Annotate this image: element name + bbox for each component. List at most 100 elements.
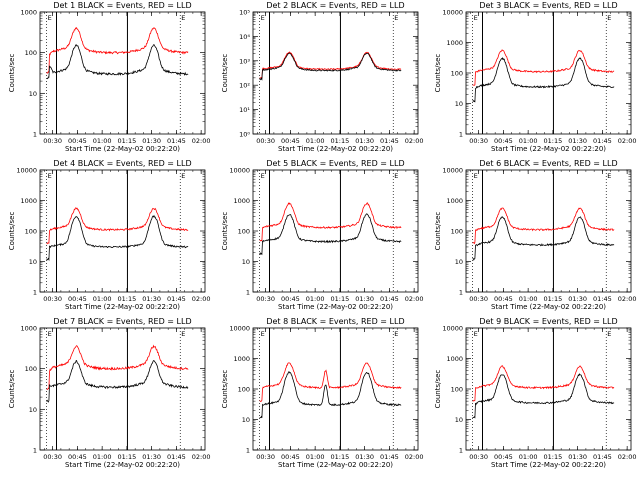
y-tick-label: 1000	[446, 197, 463, 205]
events-series-line	[259, 213, 402, 256]
x-tick-label: 00:45	[68, 137, 87, 145]
y-tick-label: 100	[451, 386, 463, 394]
x-axis-label: Start Time (22-May-02 00:22:20)	[65, 461, 180, 469]
x-tick-label: 01:00	[519, 137, 538, 145]
x-tick-label: 02:00	[192, 453, 211, 461]
x-tick-label: 01:00	[93, 137, 112, 145]
marker-label-right: E	[394, 14, 398, 22]
x-tick-label: 00:30	[256, 137, 275, 145]
plot-frame	[39, 11, 206, 135]
x-tick-label: 00:45	[68, 295, 87, 303]
y-tick-label: 10	[29, 258, 37, 266]
x-axis-label: Start Time (22-May-02 00:22:20)	[65, 303, 180, 311]
x-tick-label: 01:15	[544, 295, 563, 303]
events-series-line	[46, 43, 189, 80]
x-tick-label: 01:00	[93, 295, 112, 303]
marker-label-left: E	[261, 14, 265, 22]
lld-series-line	[259, 51, 402, 79]
x-tick-label: 01:00	[519, 453, 538, 461]
x-tick-label: 01:45	[380, 453, 399, 461]
x-tick-label: 00:30	[256, 453, 275, 461]
y-tick-label: 10	[242, 416, 250, 424]
y-tick-label: 10	[29, 406, 37, 414]
panel-1: Det 1 BLACK = Events, RED = LLD 1 10 100 100…	[8, 1, 211, 153]
x-tick-label: 01:00	[306, 295, 325, 303]
y-tick-label: 1	[459, 447, 463, 455]
x-tick-label: 01:30	[355, 295, 374, 303]
x-tick-label: 01:15	[544, 453, 563, 461]
marker-label-left: E	[474, 172, 478, 180]
marker-label-left: E	[48, 330, 52, 338]
marker-label-right: E	[181, 14, 185, 22]
y-tick-label: 10³	[239, 57, 250, 65]
y-axis-label: Counts/sec	[8, 212, 16, 251]
marker-label-left: E	[474, 330, 478, 338]
x-tick-label: 01:00	[519, 295, 538, 303]
lld-series-line	[472, 207, 615, 245]
panel-title: Det 8 BLACK = Events, RED = LLD	[266, 317, 404, 326]
y-tick-label: 1000	[446, 39, 463, 47]
y-tick-label: 100	[451, 228, 463, 236]
y-tick-label: 100	[238, 386, 250, 394]
events-series-line	[46, 359, 189, 403]
y-tick-label: 1	[33, 447, 37, 455]
x-axis-label: Start Time (22-May-02 00:22:20)	[491, 303, 606, 311]
x-tick-label: 02:00	[618, 453, 637, 461]
x-tick-label: 00:45	[494, 137, 513, 145]
marker-label-right: E	[181, 330, 185, 338]
y-tick-label: 10⁵	[239, 9, 250, 17]
x-tick-label: 01:45	[167, 295, 186, 303]
x-axis-label: Start Time (22-May-02 00:22:20)	[491, 461, 606, 469]
panel-title: Det 6 BLACK = Events, RED = LLD	[479, 159, 617, 168]
lld-series-line	[259, 362, 402, 402]
marker-label-right: E	[181, 172, 185, 180]
panel-title: Det 2 BLACK = Events, RED = LLD	[266, 1, 404, 10]
y-tick-label: 1000	[233, 197, 250, 205]
y-tick-label: 10	[242, 258, 250, 266]
x-tick-label: 01:30	[142, 137, 161, 145]
panel-title: Det 4 BLACK = Events, RED = LLD	[53, 159, 191, 168]
x-tick-label: 01:30	[568, 137, 587, 145]
marker-label-right: E	[607, 330, 611, 338]
y-tick-label: 100	[238, 228, 250, 236]
panel-9: Det 9 BLACK = Events, RED = LLD 1 10 100 100…	[434, 317, 637, 469]
y-axis-label: Counts/sec	[434, 212, 442, 251]
x-tick-label: 00:30	[43, 137, 62, 145]
y-tick-label: 10	[29, 90, 37, 98]
y-axis-label: Counts/sec	[221, 54, 229, 93]
x-tick-label: 01:45	[593, 295, 612, 303]
x-tick-label: 00:30	[469, 295, 488, 303]
y-tick-label: 1	[33, 131, 37, 139]
events-series-line	[259, 371, 402, 419]
y-tick-label: 10	[455, 416, 463, 424]
panel-title: Det 9 BLACK = Events, RED = LLD	[479, 317, 617, 326]
x-tick-label: 01:30	[568, 295, 587, 303]
x-tick-label: 01:30	[142, 453, 161, 461]
x-tick-label: 00:30	[256, 295, 275, 303]
lld-series-line	[472, 365, 615, 402]
panel-title: Det 5 BLACK = Events, RED = LLD	[266, 159, 404, 168]
y-tick-label: 1	[459, 131, 463, 139]
x-tick-label: 02:00	[192, 295, 211, 303]
x-tick-label: 01:15	[331, 453, 350, 461]
plot-frame	[39, 327, 206, 451]
x-tick-label: 00:45	[494, 295, 513, 303]
y-tick-label: 10000	[442, 167, 463, 175]
panel-7: Det 7 BLACK = Events, RED = LLD 1 10 100 100…	[8, 317, 211, 469]
marker-label-left: E	[48, 172, 52, 180]
lld-series-line	[46, 27, 189, 74]
y-tick-label: 10²	[239, 82, 250, 90]
marker-label-right: E	[394, 172, 398, 180]
y-axis-label: Counts/sec	[8, 370, 16, 409]
y-tick-label: 10¹	[239, 106, 250, 114]
x-axis-label: Start Time (22-May-02 00:22:20)	[278, 145, 393, 153]
x-tick-label: 02:00	[405, 137, 424, 145]
y-tick-label: 100	[25, 49, 37, 57]
x-axis-label: Start Time (22-May-02 00:22:20)	[278, 461, 393, 469]
plot-frame	[252, 11, 419, 135]
x-tick-label: 01:45	[380, 137, 399, 145]
x-tick-label: 00:30	[43, 453, 62, 461]
x-tick-label: 01:45	[167, 137, 186, 145]
y-tick-label: 1	[246, 289, 250, 297]
